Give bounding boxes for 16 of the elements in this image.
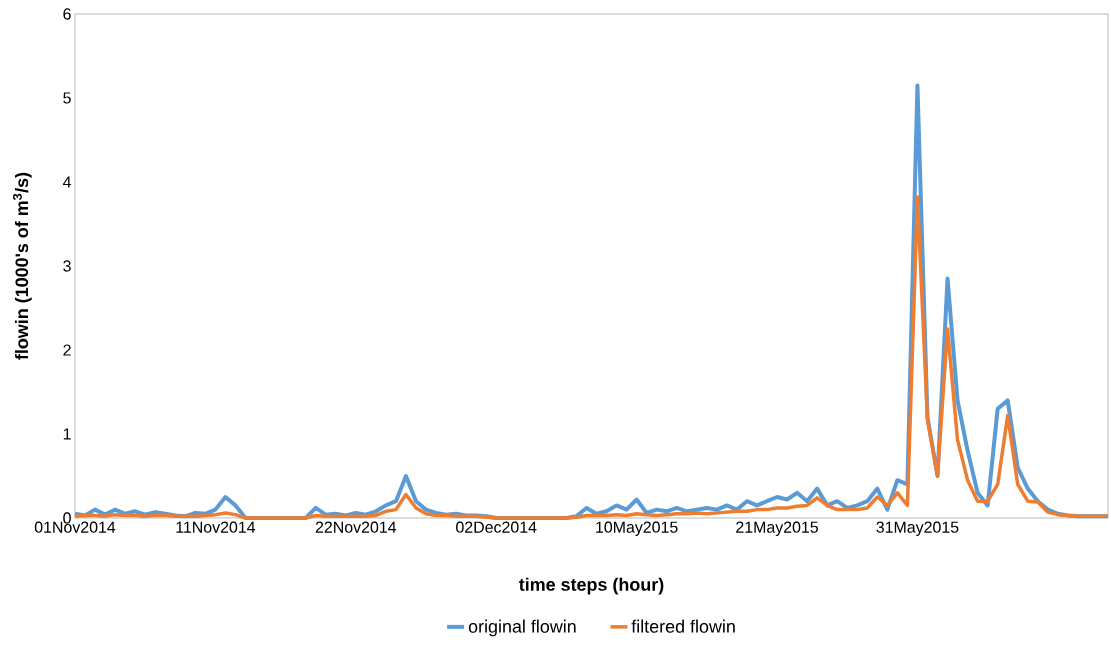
y-tick-label: 5 — [63, 92, 71, 104]
y-tick-label: 6 — [63, 8, 71, 20]
x-axis-title: time steps (hour) — [518, 577, 664, 595]
x-tick-label: 11Nov2014 — [176, 521, 256, 533]
legend-label: filtered flowin — [631, 619, 735, 633]
legend-label: original flowin — [468, 619, 576, 637]
y-tick-label: 4 — [62, 176, 72, 188]
x-tick-label: 31May2015 — [876, 521, 959, 536]
y-axis-title: flowin (1000's of m$^{3}$/s) — [12, 172, 32, 360]
x-tick-label: 22Nov2014 — [315, 521, 397, 533]
x-tick-label: 02Dec2014 — [456, 521, 537, 533]
y-tick-label: 2 — [63, 344, 71, 356]
y-tick-label: 1 — [63, 428, 71, 440]
x-tick-label: 21May2015 — [736, 521, 818, 536]
y-tick-label: 3 — [63, 260, 71, 272]
x-tick-label: 10May2015 — [596, 521, 678, 536]
